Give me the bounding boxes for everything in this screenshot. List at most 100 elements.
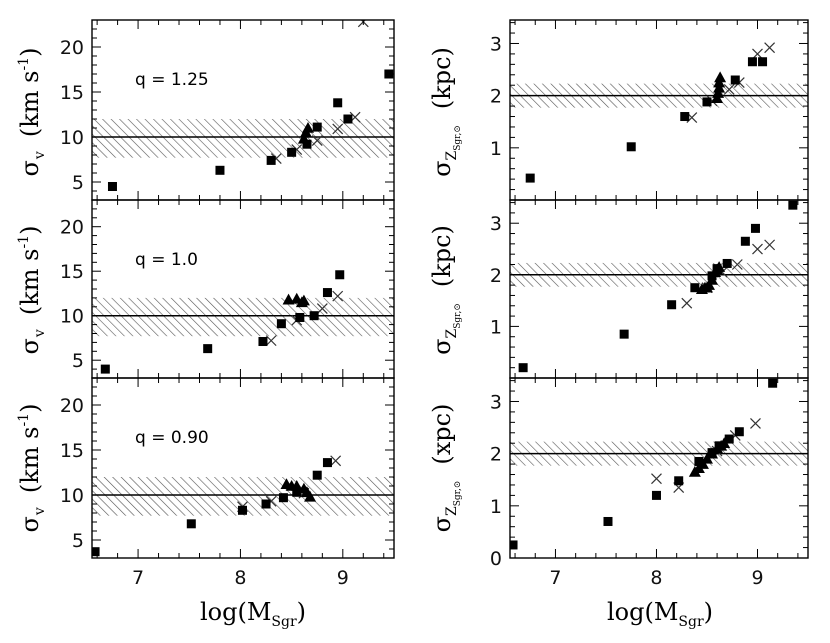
- y-tick-label: 3: [490, 391, 502, 413]
- y-tick-label: 5: [72, 530, 84, 552]
- right-xlabel: log(MSgr): [607, 598, 713, 630]
- y-tick-label: 5: [72, 172, 84, 194]
- y-tick-label: 3: [490, 213, 502, 235]
- triangle-point: [295, 296, 308, 308]
- cross-point: [731, 259, 743, 270]
- cross-point: [681, 297, 693, 309]
- q-label: q = 0.90: [135, 428, 209, 448]
- q-label: q = 1.25: [135, 70, 209, 90]
- y-tick-label: 10: [60, 306, 84, 328]
- square-point: [312, 122, 322, 132]
- square-point: [724, 434, 734, 444]
- panel-content: [510, 200, 808, 373]
- square-point: [215, 165, 225, 175]
- svg-text:σZSgr,⊙(kpc): σZSgr,⊙(kpc): [428, 225, 463, 355]
- square-point: [730, 75, 740, 85]
- square-point: [619, 329, 629, 339]
- y-tick-label: 1: [490, 138, 502, 160]
- square-point: [674, 476, 684, 486]
- cross-stroke: [681, 297, 693, 309]
- triangle-point: [706, 273, 719, 285]
- cross-point: [332, 290, 344, 302]
- cross-stroke: [330, 455, 342, 467]
- x-tick-label: 7: [132, 567, 144, 589]
- cross-stroke: [332, 290, 344, 302]
- panel-content: [92, 270, 394, 374]
- square-point: [312, 470, 322, 480]
- panel-frame: [509, 19, 809, 201]
- x-tick-label: 9: [337, 567, 349, 589]
- y-tick-label: 0: [490, 548, 502, 570]
- cross-point: [311, 135, 323, 147]
- panel-content: [92, 20, 394, 191]
- triangle-point: [718, 437, 731, 449]
- cross-point: [723, 83, 735, 95]
- triangle-point: [282, 293, 295, 305]
- square-point: [302, 139, 312, 149]
- y-tick-label: 2: [490, 444, 502, 466]
- cross-stroke: [265, 335, 277, 347]
- square-point: [384, 69, 394, 79]
- triangle-point: [714, 71, 727, 83]
- y-tick-label: 2: [490, 265, 502, 287]
- cross-stroke: [311, 135, 323, 147]
- square-point: [626, 142, 636, 152]
- square-point: [651, 490, 661, 500]
- hatched-band: [92, 297, 394, 337]
- y-tick-label: 15: [60, 261, 84, 283]
- y-tick-label: 10: [60, 127, 84, 149]
- square-point: [343, 114, 353, 124]
- hatched-band: [92, 119, 394, 158]
- square-point: [667, 300, 677, 310]
- q-label: q = 1.0: [135, 250, 198, 270]
- y-tick-label: 10: [60, 485, 84, 507]
- y-tick-label: 20: [60, 37, 84, 59]
- cross-stroke: [651, 473, 662, 485]
- svg-text:σv(km s-1): σv(km s-1): [16, 48, 48, 177]
- square-point: [722, 258, 732, 268]
- square-point: [278, 493, 288, 503]
- panel-frame: [509, 199, 809, 379]
- square-point: [680, 112, 690, 122]
- panel-frame: [91, 377, 395, 559]
- right-ylabel-top: σZSgr,⊙(kpc): [428, 47, 463, 177]
- x-tick-label: 8: [234, 567, 246, 589]
- left-ylabel-top: σv(km s-1): [16, 48, 48, 177]
- left-ylabel-bottom: σv(km s-1): [16, 404, 48, 533]
- y-tick-label: 20: [60, 217, 84, 239]
- y-tick-label: 1: [490, 316, 502, 338]
- left-ylabel-mid: σv(km s-1): [16, 226, 48, 355]
- square-point: [694, 456, 704, 466]
- square-point: [734, 427, 744, 437]
- svg-text:σv(km s-1): σv(km s-1): [16, 226, 48, 355]
- square-point: [322, 458, 332, 468]
- x-tick-label: 8: [650, 567, 662, 589]
- y-tick-label: 15: [60, 440, 84, 462]
- cross-point: [750, 417, 761, 429]
- square-point: [107, 182, 117, 191]
- panel-content: [92, 455, 394, 557]
- triangle-point: [304, 490, 317, 502]
- square-point: [261, 499, 271, 509]
- square-point: [309, 311, 319, 321]
- x-tick-label: 7: [549, 567, 561, 589]
- cross-point: [316, 303, 328, 315]
- square-point: [702, 97, 712, 107]
- square-point: [292, 487, 302, 497]
- square-point: [186, 519, 196, 529]
- panel-left-2: 5 10 15 20 q = 1.0: [60, 199, 395, 379]
- square-point: [690, 283, 700, 293]
- cross-stroke: [750, 417, 761, 429]
- square-point: [510, 540, 518, 550]
- square-point: [750, 223, 760, 233]
- square-point: [287, 147, 297, 157]
- svg-text:σZSgr,⊙(xpc): σZSgr,⊙(xpc): [428, 404, 463, 533]
- triangle-point: [290, 480, 303, 491]
- svg-text:σZSgr,⊙(kpc): σZSgr,⊙(kpc): [428, 47, 463, 177]
- x-tick-label: 9: [751, 567, 763, 589]
- left-xlabel: log(MSgr): [200, 598, 306, 630]
- square-point: [92, 547, 100, 557]
- square-point: [322, 288, 332, 298]
- panel-left-3: 5 10 15 20 q = 0.90 7 8 9: [60, 377, 395, 589]
